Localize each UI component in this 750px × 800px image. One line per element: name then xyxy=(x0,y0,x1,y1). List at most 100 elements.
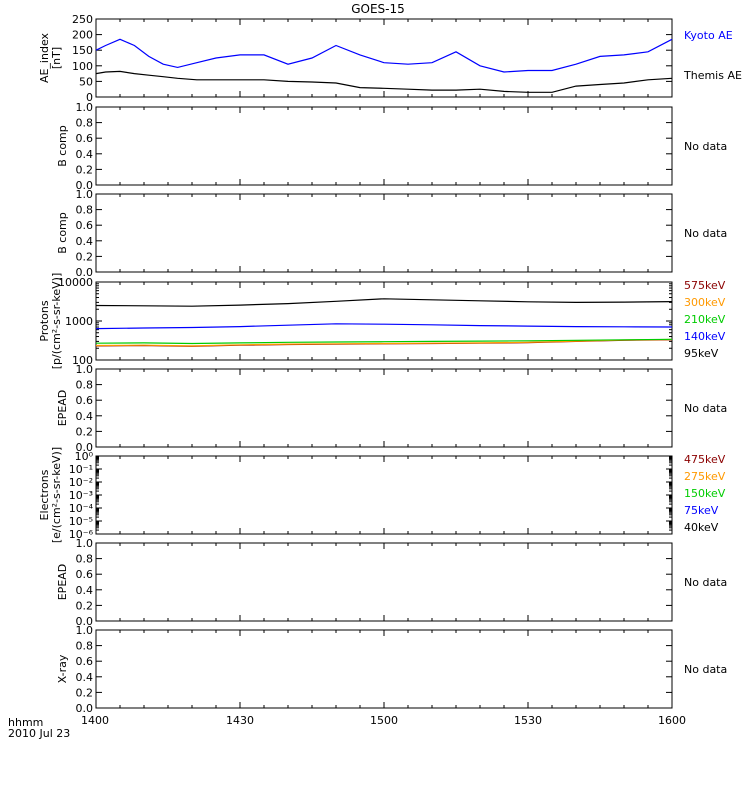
y-axis-label: Electrons xyxy=(38,469,51,520)
y-tick-label: 1000 xyxy=(65,315,93,328)
y-tick-label: 0.4 xyxy=(76,148,94,161)
time-tick-label: 1430 xyxy=(226,714,254,727)
panel-1: 0 50 100 150 200 250 AE_index [nT] Kyoto AE Themi… xyxy=(38,13,742,104)
time-axis-date-label: 2010 Jul 23 xyxy=(8,727,70,740)
y-tick-label: 0.6 xyxy=(76,568,94,581)
y-axis-label: EPEAD xyxy=(56,564,69,601)
y-tick-label: 10⁻⁵ xyxy=(69,515,93,528)
legend-entry: 40keV xyxy=(684,521,719,534)
y-tick-label: 0.0 xyxy=(76,615,94,628)
panel-frame xyxy=(95,106,673,186)
y-tick-label: 250 xyxy=(72,13,93,26)
y-tick-label: 0.4 xyxy=(76,410,94,423)
series-line-95kev xyxy=(95,298,673,307)
y-tick-label: 1.0 xyxy=(76,188,94,201)
y-axis-label: [p/(cm²-s-sr-keV)] xyxy=(50,273,63,370)
y-tick-label: 0.2 xyxy=(76,163,94,176)
legend-entry: 140keV xyxy=(684,330,726,343)
legend-entry: 75keV xyxy=(684,504,719,517)
no-data-label: No data xyxy=(684,402,727,415)
legend-entry: 475keV xyxy=(684,453,726,466)
y-axis-label: EPEAD xyxy=(56,390,69,427)
panel-frame xyxy=(95,368,673,448)
y-tick-label: 0.2 xyxy=(76,250,94,263)
y-tick-label: 0.2 xyxy=(76,425,94,438)
legend-entry: 150keV xyxy=(684,487,726,500)
time-axis: 1400 1430 1500 1530 1600 hhmm 2010 Jul 2… xyxy=(8,714,686,740)
time-tick-label: 1530 xyxy=(514,714,542,727)
legend-entry: 275keV xyxy=(684,470,726,483)
y-axis-label: [nT] xyxy=(50,47,63,69)
y-tick-label: 0.2 xyxy=(76,686,94,699)
series-line-210kev xyxy=(95,338,673,345)
panel-4: 100 1000 10000 Protons [p/(cm²-s-sr-keV)] 575… xyxy=(38,273,726,370)
y-tick-label: 0.8 xyxy=(76,553,94,566)
y-tick-label: 100 xyxy=(72,60,93,73)
y-tick-label: 1.0 xyxy=(76,101,94,114)
no-data-label: No data xyxy=(684,227,727,240)
y-tick-label: 0.8 xyxy=(76,379,94,392)
y-tick-label: 10000 xyxy=(58,276,93,289)
y-tick-label: 0.6 xyxy=(76,655,94,668)
y-tick-label: 50 xyxy=(79,75,93,88)
legend-entry: 575keV xyxy=(684,279,726,292)
panel-5: 0.0 0.2 0.4 0.6 0.8 1.0 EPEAD No data xyxy=(56,363,727,454)
y-tick-label: 10⁻⁴ xyxy=(69,502,94,515)
y-tick-label: 10⁻³ xyxy=(69,489,93,502)
series-line-kyoto-ae xyxy=(95,38,673,73)
y-axis-label: B comp xyxy=(56,212,69,254)
y-tick-label: 0.0 xyxy=(76,702,94,715)
y-tick-label: 0.4 xyxy=(76,584,94,597)
legend-entry: Kyoto AE xyxy=(684,29,733,42)
legend-entry: Themis AE xyxy=(683,69,742,82)
y-tick-label: 0.6 xyxy=(76,394,94,407)
y-axis-label: B comp xyxy=(56,125,69,167)
y-tick-label: 0.8 xyxy=(76,204,94,217)
y-tick-label: 1.0 xyxy=(76,363,94,376)
time-tick-label: 1600 xyxy=(658,714,686,727)
y-tick-label: 0.0 xyxy=(76,266,94,279)
y-tick-label: 100 xyxy=(72,354,93,367)
panel-frame xyxy=(95,281,673,361)
panel-frame xyxy=(95,455,673,535)
panel-2: 0.0 0.2 0.4 0.6 0.8 1.0 B comp No data xyxy=(56,101,727,192)
time-axis-format-label: hhmm xyxy=(8,716,43,729)
y-tick-label: 10⁰ xyxy=(75,450,94,463)
y-tick-label: 0.2 xyxy=(76,599,94,612)
panel-3: 0.0 0.2 0.4 0.6 0.8 1.0 B comp No data xyxy=(56,188,727,279)
plot-title: GOES-15 xyxy=(351,2,405,16)
y-tick-label: 10⁻² xyxy=(69,476,93,489)
panel-8: 0.0 0.2 0.4 0.6 0.8 1.0 X-ray No data xyxy=(56,624,727,715)
y-tick-label: 0.0 xyxy=(76,179,94,192)
y-axis-label: AE_index xyxy=(38,32,51,83)
y-tick-label: 0.6 xyxy=(76,132,94,145)
panel-frame xyxy=(95,542,673,622)
no-data-label: No data xyxy=(684,576,727,589)
y-tick-label: 150 xyxy=(72,44,93,57)
y-axis-label: [e/(cm²-s-sr-keV)] xyxy=(50,447,63,543)
panel-frame xyxy=(95,193,673,273)
series-line-themis-ae xyxy=(95,70,673,93)
series-line-300kev xyxy=(95,338,673,347)
y-tick-label: 0.6 xyxy=(76,219,94,232)
y-tick-label: 10⁻¹ xyxy=(69,463,93,476)
y-tick-label: 0.8 xyxy=(76,117,94,130)
y-tick-label: 0 xyxy=(86,91,93,104)
y-tick-label: 200 xyxy=(72,29,93,42)
y-tick-label: 10⁻⁶ xyxy=(69,528,94,541)
y-tick-label: 0.0 xyxy=(76,441,94,454)
panel-frame xyxy=(95,629,673,709)
legend-entry: 210keV xyxy=(684,313,726,326)
panel-stack: 0 50 100 150 200 250 AE_index [nT] Kyoto AE Themi… xyxy=(38,13,742,715)
y-tick-label: 1.0 xyxy=(76,537,94,550)
y-tick-label: 0.4 xyxy=(76,671,94,684)
series-line-140kev xyxy=(95,323,673,330)
y-axis-label: X-ray xyxy=(56,654,69,683)
time-tick-label: 1400 xyxy=(81,714,109,727)
y-tick-label: 1.0 xyxy=(76,624,94,637)
no-data-label: No data xyxy=(684,140,727,153)
legend-entry: 300keV xyxy=(684,296,726,309)
y-tick-label: 0.8 xyxy=(76,640,94,653)
